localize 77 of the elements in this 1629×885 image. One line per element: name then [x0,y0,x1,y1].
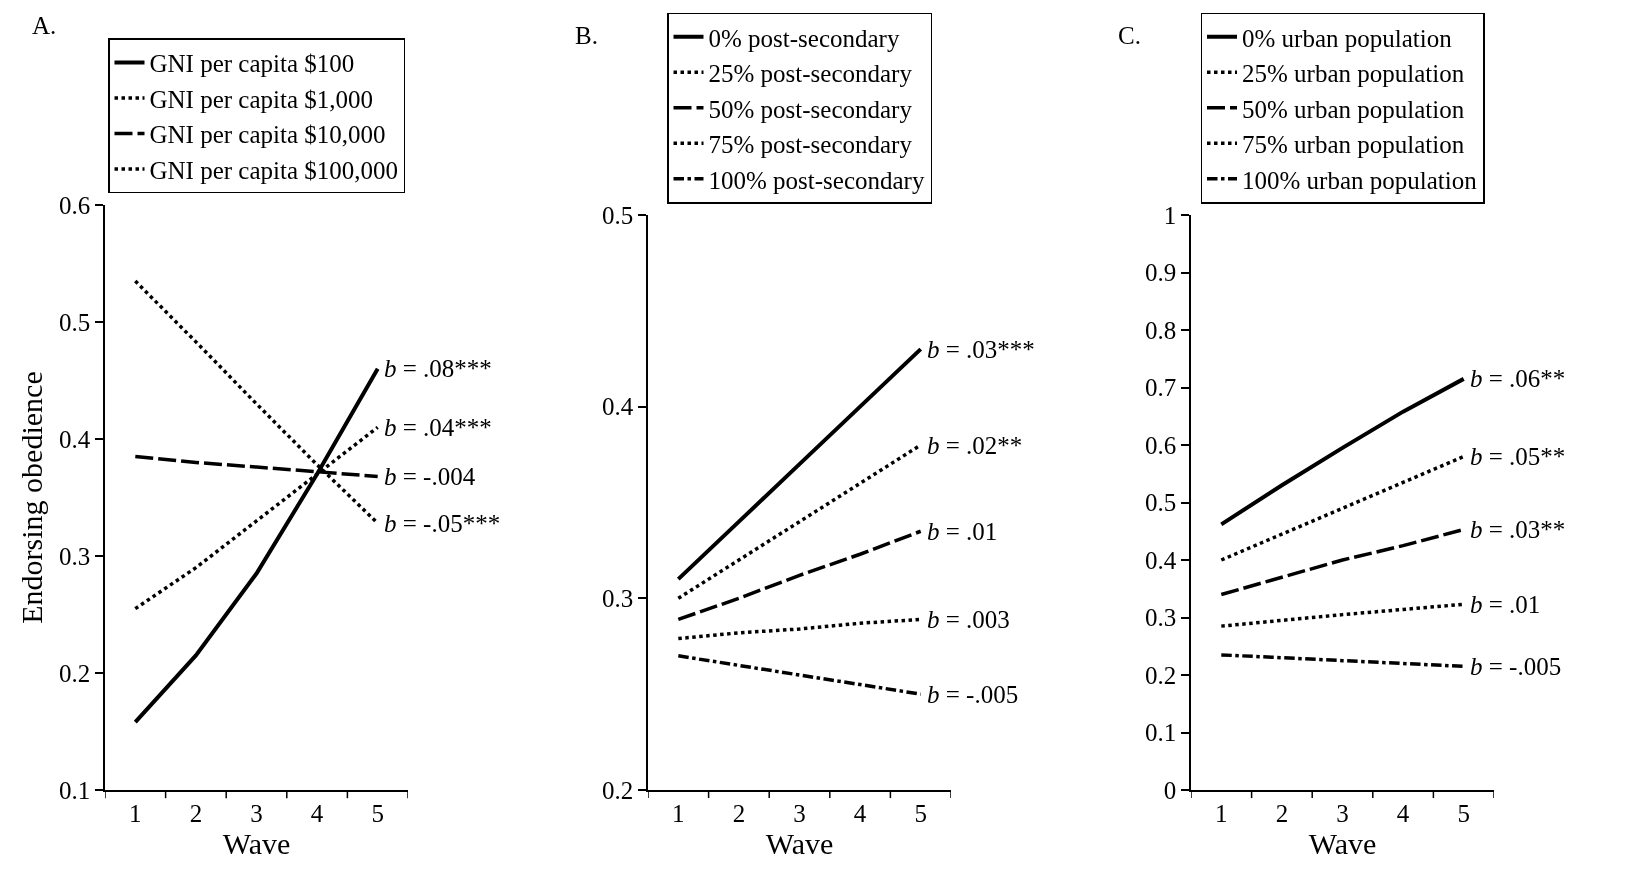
x-tick-label: 2 [189,799,203,827]
legend-label: 25% post-secondary [708,60,913,87]
x-tick-label: 2 [1275,799,1289,827]
legend-label: 75% urban population [1242,131,1465,158]
chart-title: A. [32,12,57,39]
annotation: b = .01 [1470,591,1541,618]
y-tick-label: 0.7 [1145,374,1177,402]
y-tick-label: 0.5 [602,201,634,229]
legend-label: GNI per capita $100 [149,50,355,78]
annotation: b = .03** [1470,516,1566,543]
annotation: b = .03*** [927,336,1035,363]
line-series [676,654,923,696]
annotation: b = -.005 [1470,653,1562,680]
y-tick-label: 0.5 [59,308,91,336]
x-axis-title: Wave [222,826,291,860]
y-tick-label: 0.1 [59,776,91,804]
chart-title: B. [575,22,598,49]
y-tick-label: 0.2 [59,659,91,687]
annotation: b = .06** [1470,365,1566,392]
y-axis-title: Endorsing obedience [14,371,48,624]
y-tick-label: 0.4 [602,393,634,421]
x-tick-label: 1 [129,799,142,827]
y-tick-label: 0.6 [1145,431,1177,459]
annotation: b = .01 [927,518,998,545]
legend-label: 75% post-secondary [708,131,913,158]
y-tick-label: 0.1 [1145,719,1177,747]
x-tick-label: 1 [1215,799,1228,827]
legend-label: GNI per capita $100,000 [149,156,399,184]
legend-label: 0% urban population [1242,24,1453,52]
y-tick-label: 0.4 [59,425,91,453]
annotation: b = .02** [927,432,1023,459]
line-series [1219,653,1466,669]
x-axis-title: Wave [1308,826,1377,860]
x-tick-label: 2 [732,799,746,827]
x-tick-label: 4 [853,799,867,827]
y-tick-label: 0.2 [602,776,634,804]
y-tick-label: 0.3 [602,585,634,613]
legend-label: GNI per capita $10,000 [149,121,386,149]
y-tick-label: 0.3 [1145,604,1177,632]
y-tick-label: 1 [1163,201,1177,229]
x-tick-label: 3 [250,799,263,827]
x-axis-title: Wave [765,826,834,860]
y-tick-label: 0.9 [1145,259,1177,287]
legend-label: 50% urban population [1242,95,1465,123]
annotation: b = .003 [927,606,1010,633]
legend-label: 100% post-secondary [708,166,925,194]
annotation: b = -.05*** [384,510,501,537]
y-tick-label: 0.6 [59,191,91,219]
legend-label: 50% post-secondary [708,95,913,123]
x-tick-label: 4 [1396,799,1410,827]
y-tick-label: 0.2 [1145,661,1177,689]
x-tick-label: 5 [1457,799,1470,827]
x-tick-label: 4 [310,799,324,827]
line-series [676,347,923,582]
y-tick-label: 0.3 [59,542,91,570]
x-tick-label: 3 [1336,799,1349,827]
x-tick-label: 3 [793,799,806,827]
y-tick-label: 0.4 [1145,546,1177,574]
legend-label: 0% post-secondary [708,24,900,52]
annotation: b = .04*** [384,414,492,441]
x-tick-label: 5 [914,799,927,827]
line-series [676,529,923,622]
legend-label: 25% urban population [1242,60,1465,87]
line-series [1219,376,1466,527]
x-tick-label: 5 [371,799,384,827]
line-series [1219,454,1466,562]
y-tick-label: 0.8 [1145,316,1177,344]
annotation: b = -.004 [384,463,476,490]
annotation: b = .05** [1470,443,1566,470]
legend-label: 100% urban population [1242,166,1478,194]
legend-label: GNI per capita $1,000 [149,85,374,113]
y-tick-label: 0.5 [1145,489,1177,517]
y-tick-label: 0 [1163,776,1177,804]
annotation: b = .08*** [384,355,492,382]
x-tick-label: 1 [672,799,685,827]
chart-title: C. [1118,22,1141,49]
annotation: b = -.005 [927,681,1019,708]
